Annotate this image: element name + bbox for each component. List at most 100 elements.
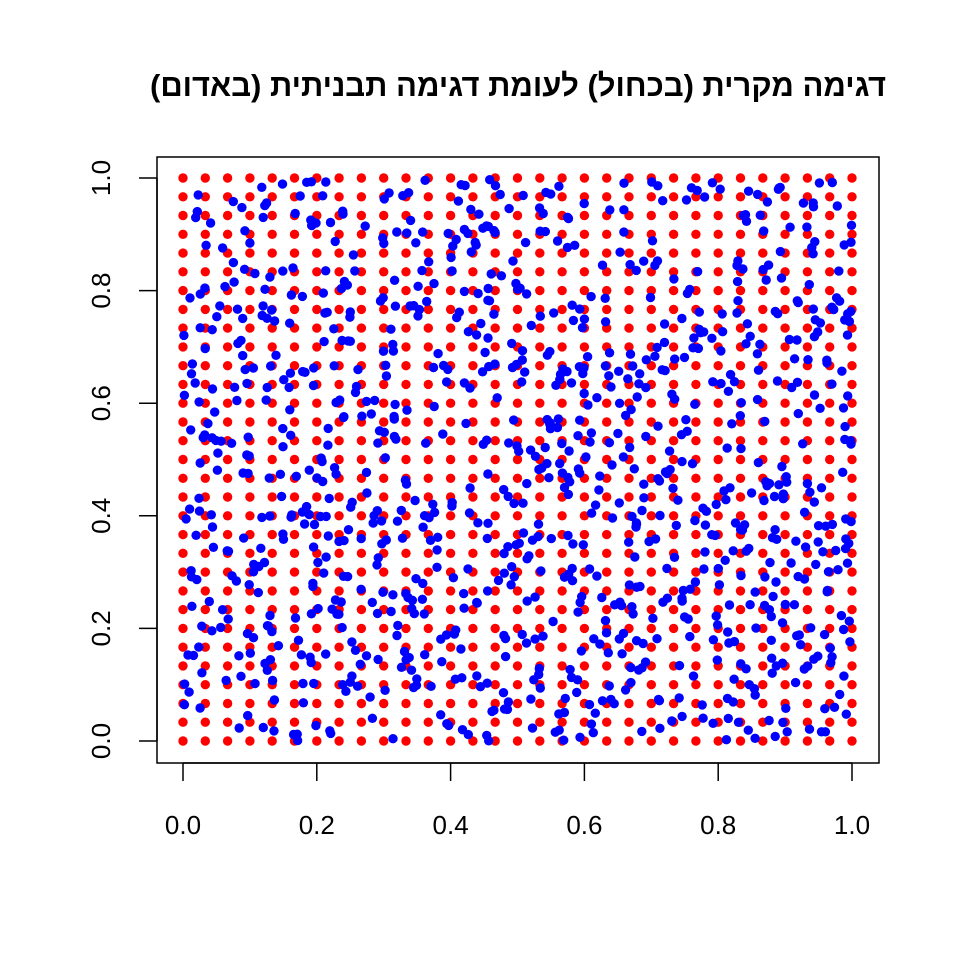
systematic-sample-point <box>624 642 634 652</box>
random-sample-point <box>418 227 428 237</box>
random-sample-point <box>433 532 443 542</box>
random-sample-point <box>567 300 577 310</box>
systematic-sample-point <box>758 379 768 390</box>
random-sample-point <box>540 226 550 237</box>
random-sample-point <box>805 487 815 497</box>
random-sample-point <box>366 409 376 419</box>
random-sample-point <box>417 594 428 604</box>
random-sample-point <box>301 501 312 512</box>
systematic-sample-point <box>758 736 768 746</box>
random-sample-point <box>309 678 319 689</box>
systematic-sample-point <box>379 248 389 258</box>
systematic-sample-point <box>178 473 188 483</box>
random-sample-point <box>485 175 495 185</box>
random-sample-point <box>637 663 647 673</box>
random-sample-point <box>708 635 719 645</box>
systematic-sample-point <box>445 304 456 315</box>
random-sample-point <box>507 338 517 349</box>
random-sample-point <box>278 423 288 434</box>
systematic-sample-point <box>334 454 344 465</box>
random-sample-point <box>804 724 815 734</box>
random-sample-point <box>753 365 764 375</box>
systematic-sample-point <box>512 173 523 183</box>
random-sample-point <box>499 630 509 641</box>
systematic-sample-point <box>535 342 545 352</box>
random-sample-point <box>700 520 711 530</box>
systematic-sample-point <box>713 417 723 427</box>
systematic-sample-point <box>668 229 679 239</box>
random-sample-point <box>520 367 530 377</box>
systematic-sample-point <box>401 379 411 390</box>
random-sample-point <box>508 256 518 266</box>
random-sample-point <box>746 488 757 498</box>
systematic-sample-point <box>579 661 590 671</box>
systematic-sample-point <box>602 304 612 315</box>
random-sample-point <box>811 559 821 570</box>
random-sample-point <box>483 518 493 528</box>
systematic-sample-point <box>624 529 634 540</box>
systematic-sample-point <box>490 436 500 446</box>
random-sample-point <box>226 438 237 448</box>
random-sample-point <box>690 515 700 526</box>
random-sample-point <box>579 314 590 324</box>
systematic-sample-point <box>200 604 210 615</box>
random-sample-point <box>213 448 223 458</box>
systematic-sample-point <box>356 511 367 521</box>
systematic-sample-point <box>713 248 723 258</box>
systematic-sample-point <box>445 398 456 408</box>
random-sample-point <box>418 578 428 589</box>
systematic-sample-point <box>668 417 679 427</box>
systematic-sample-point <box>825 736 835 746</box>
random-sample-point <box>626 662 636 673</box>
systematic-sample-point <box>200 229 210 239</box>
systematic-sample-point <box>691 680 701 690</box>
random-sample-point <box>438 429 448 439</box>
systematic-sample-point <box>468 342 478 352</box>
systematic-sample-point <box>401 323 411 333</box>
random-sample-point <box>712 655 722 665</box>
random-sample-point <box>762 197 773 207</box>
y-tick-label: 0.2 <box>86 610 116 646</box>
systematic-sample-point <box>646 210 656 221</box>
systematic-sample-point <box>200 717 210 727</box>
systematic-sample-point <box>356 285 367 296</box>
systematic-sample-point <box>423 586 433 596</box>
random-sample-point <box>771 577 781 587</box>
systematic-sample-point <box>691 229 701 239</box>
systematic-sample-point <box>557 642 567 652</box>
random-sample-point <box>717 309 727 319</box>
systematic-sample-point <box>289 586 300 596</box>
systematic-sample-point <box>356 567 367 577</box>
systematic-sample-point <box>245 417 255 427</box>
random-sample-point <box>309 363 319 373</box>
random-sample-point <box>534 663 544 674</box>
random-sample-point <box>194 506 205 516</box>
random-sample-point <box>553 414 564 424</box>
random-sample-point <box>624 580 635 590</box>
y-tick-label: 0.0 <box>86 723 116 759</box>
random-sample-point <box>577 323 588 333</box>
systematic-sample-point <box>267 248 277 258</box>
systematic-sample-point <box>668 210 679 221</box>
random-sample-point <box>447 266 457 276</box>
random-sample-point <box>767 653 777 663</box>
random-sample-point <box>685 584 695 594</box>
systematic-sample-point <box>847 454 857 465</box>
random-sample-point <box>650 351 660 361</box>
systematic-sample-point <box>557 511 567 521</box>
random-sample-point <box>631 522 641 532</box>
systematic-sample-point <box>245 511 255 521</box>
systematic-sample-point <box>579 623 590 634</box>
random-sample-point <box>216 622 226 633</box>
random-sample-point <box>411 238 421 248</box>
random-sample-point <box>410 495 420 506</box>
random-sample-point <box>787 382 797 393</box>
random-sample-point <box>285 318 295 328</box>
systematic-sample-point <box>713 680 723 690</box>
random-sample-point <box>625 442 635 453</box>
systematic-sample-point <box>735 323 746 333</box>
random-sample-point <box>331 397 341 408</box>
systematic-sample-point <box>825 342 835 352</box>
random-sample-point <box>677 596 687 606</box>
systematic-sample-point <box>312 529 322 540</box>
